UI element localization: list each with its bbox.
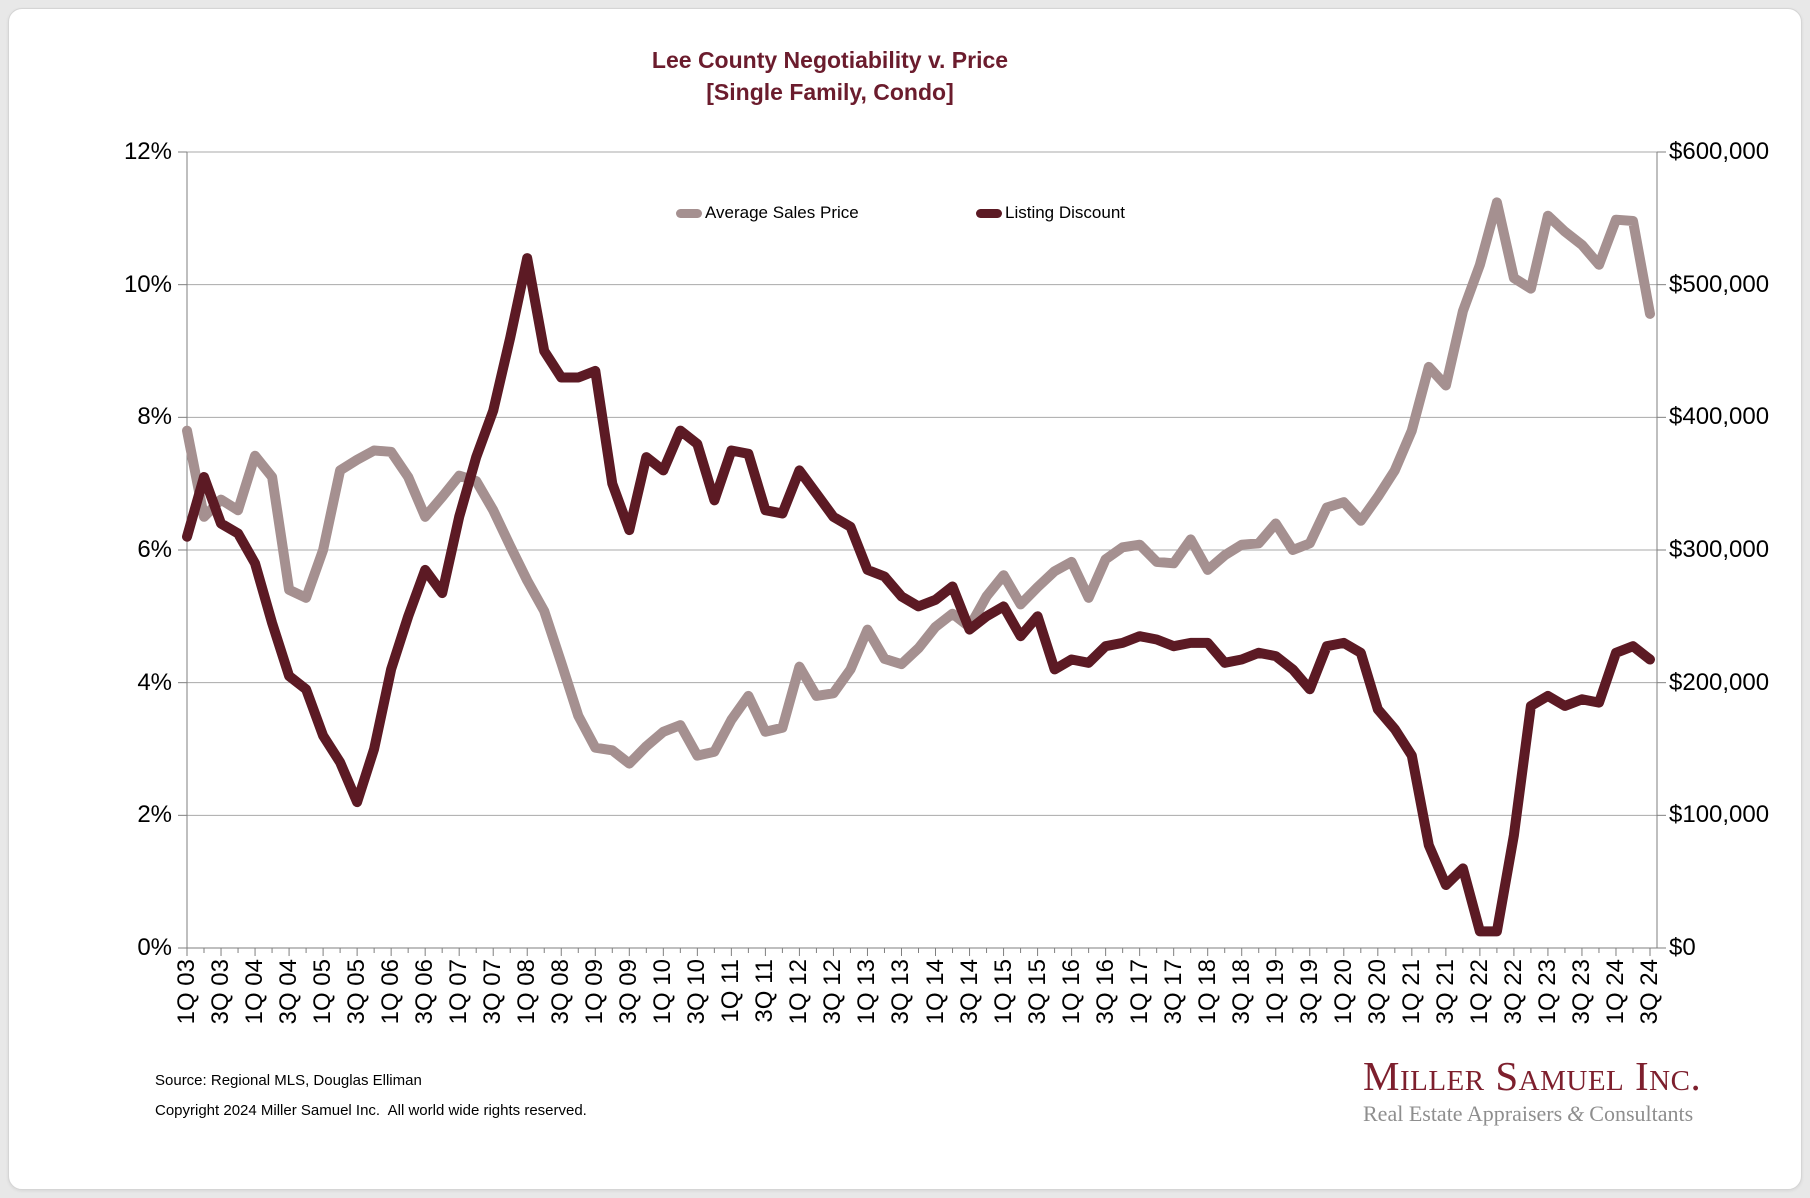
legend-swatch-average-sales-price (676, 208, 702, 218)
legend-item-average-sales-price: Average Sales Price (676, 203, 859, 223)
company-logo: Miller Samuel Inc. Real Estate Appraiser… (1363, 1054, 1701, 1127)
legend-label-listing-discount: Listing Discount (1005, 203, 1126, 222)
logo-tagline-right: Consultants (1589, 1101, 1694, 1126)
logo-tagline: Real Estate Appraisers & Consultants (1363, 1101, 1701, 1127)
footer-source: Source: Regional MLS, Douglas Elliman (155, 1072, 422, 1089)
chart-title: Lee County Negotiability v. Price [Singl… (652, 44, 1008, 108)
legend-swatch-listing-discount (976, 208, 1002, 218)
series-line-average-sales-price (182, 197, 1655, 769)
chart-title-line1: Lee County Negotiability v. Price (651, 47, 1009, 73)
series-line-listing-discount (182, 253, 1655, 937)
logo-company-name: Miller Samuel Inc. (1363, 1053, 1702, 1099)
legend-label-average-sales-price: Average Sales Price (705, 203, 859, 222)
logo-tagline-ampersand: & (1567, 1101, 1585, 1126)
legend-item-listing-discount: Listing Discount (976, 203, 1125, 223)
chart-title-line2: [Single Family, Condo] (706, 79, 954, 105)
logo-tagline-left: Real Estate Appraisers (1363, 1101, 1563, 1126)
footer-copyright: Copyright 2024 Miller Samuel Inc. All wo… (155, 1102, 587, 1119)
